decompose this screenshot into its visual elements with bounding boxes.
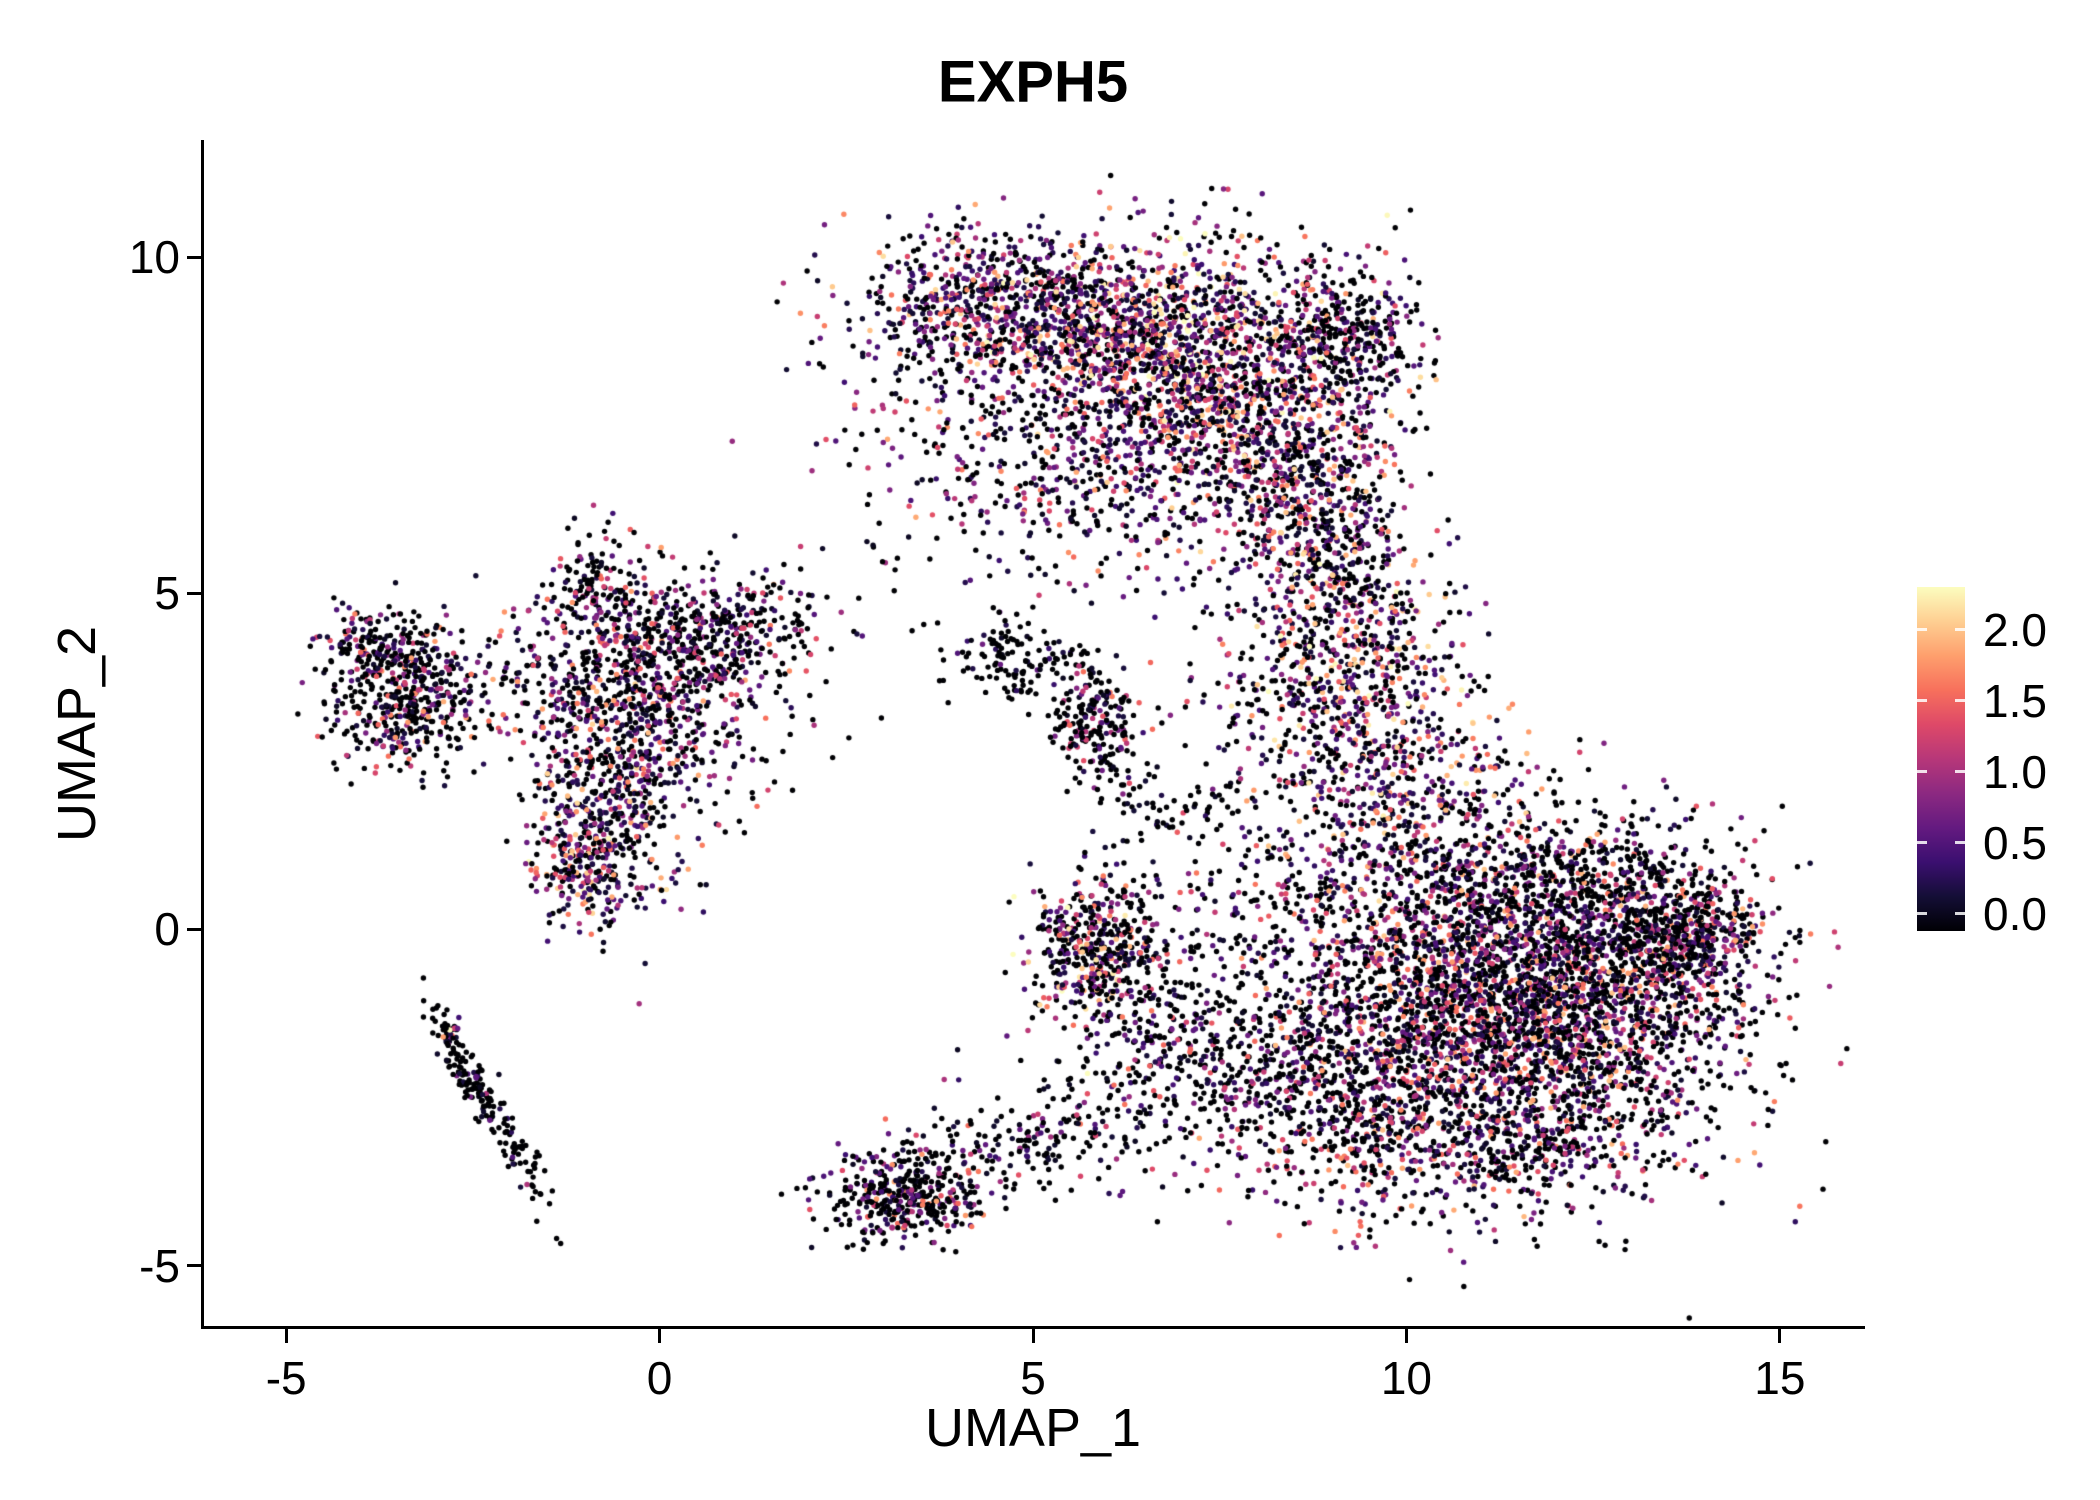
y-axis-tick bbox=[187, 591, 201, 595]
colorbar-tick bbox=[1917, 770, 1927, 774]
colorbar bbox=[1917, 587, 1965, 931]
colorbar-tick bbox=[1955, 770, 1965, 774]
y-axis-title: UMAP_2 bbox=[47, 625, 107, 843]
y-tick-label: 5 bbox=[154, 567, 180, 620]
x-axis-line bbox=[201, 1326, 1865, 1329]
x-tick-label: 10 bbox=[1380, 1352, 1432, 1404]
colorbar-tick bbox=[1955, 841, 1965, 845]
colorbar-tick bbox=[1955, 699, 1965, 703]
colorbar-tick bbox=[1917, 699, 1927, 703]
y-tick-label: 0 bbox=[154, 903, 180, 956]
colorbar-tick bbox=[1917, 841, 1927, 845]
y-axis-tick bbox=[187, 927, 201, 931]
colorbar-tick-label: 1.0 bbox=[1983, 745, 2047, 798]
colorbar-tick bbox=[1955, 912, 1965, 916]
colorbar-tick-label: 2.0 bbox=[1983, 603, 2047, 656]
x-tick-label: 15 bbox=[1754, 1352, 1806, 1404]
x-axis-tick bbox=[284, 1329, 288, 1343]
x-axis-tick bbox=[1404, 1329, 1408, 1343]
y-axis-tick bbox=[187, 1264, 201, 1267]
y-axis-line bbox=[201, 140, 204, 1329]
x-tick-label: 5 bbox=[1020, 1352, 1046, 1404]
colorbar-tick-label: 0.5 bbox=[1983, 816, 2047, 869]
x-axis-tick bbox=[658, 1329, 662, 1343]
colorbar-tick bbox=[1955, 628, 1965, 632]
y-tick-label: -5 bbox=[139, 1239, 180, 1292]
x-tick-label: -5 bbox=[265, 1352, 307, 1404]
colorbar-tick bbox=[1917, 628, 1927, 632]
x-tick-label: 0 bbox=[646, 1352, 673, 1404]
colorbar-tick-label: 0.0 bbox=[1983, 887, 2047, 940]
colorbar-tick bbox=[1917, 912, 1927, 916]
y-tick-label: 10 bbox=[128, 231, 180, 284]
plot-title: EXPH5 bbox=[937, 49, 1129, 115]
x-axis-tick bbox=[1778, 1329, 1782, 1343]
y-axis-tick bbox=[187, 255, 201, 259]
x-axis-tick bbox=[1031, 1329, 1035, 1343]
x-axis-title: UMAP_1 bbox=[924, 1398, 1142, 1458]
colorbar-tick-label: 1.5 bbox=[1983, 674, 2047, 727]
